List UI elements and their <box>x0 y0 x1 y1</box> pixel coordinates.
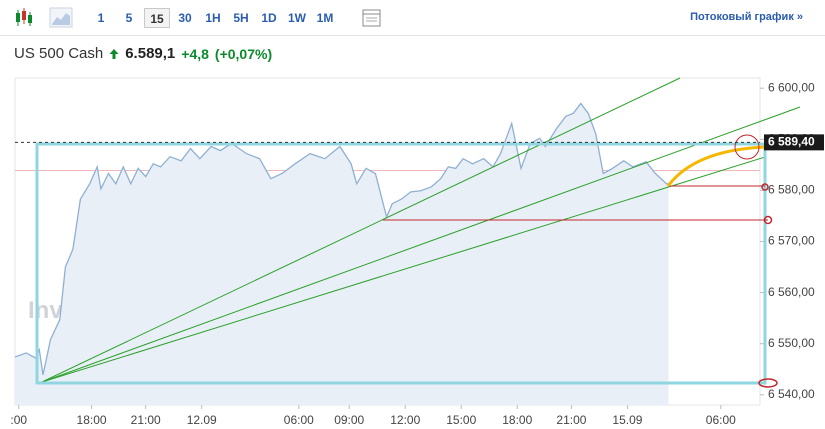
x-tick-label: :00 <box>10 413 27 427</box>
trend-line <box>41 106 801 383</box>
timeframe-button[interactable]: 30 <box>178 11 192 25</box>
timeframe-button[interactable]: 1D <box>261 11 277 25</box>
timeframe-button[interactable]: 1H <box>205 11 221 25</box>
x-tick-label: 12.09 <box>187 413 217 427</box>
highlight-circle <box>758 378 778 388</box>
price-line <box>14 102 669 376</box>
highlight-circle <box>734 134 760 160</box>
timeframe-button[interactable]: 5H <box>233 11 249 25</box>
x-tick-label: 09:00 <box>334 413 364 427</box>
timeframe-button[interactable]: 15 <box>144 8 170 28</box>
chart-type-icons <box>16 7 73 28</box>
timeframe-button[interactable]: 1 <box>97 11 105 25</box>
y-tick-label: 6 540,00 <box>768 387 815 401</box>
projection-curve <box>666 145 766 187</box>
current-price-tag <box>764 134 824 151</box>
x-tick-label: 18:00 <box>77 413 107 427</box>
change-pct: (+0,07%) <box>214 45 273 62</box>
x-tick-label: 15.09 <box>612 413 642 427</box>
x-tick-label: 12:00 <box>390 413 420 427</box>
x-tick-label: 15:00 <box>446 413 476 427</box>
x-tick-label: 06:00 <box>706 413 736 427</box>
x-tick-label: 06:00 <box>284 413 314 427</box>
settings-icon[interactable] <box>360 6 384 30</box>
area-icon[interactable] <box>49 7 73 28</box>
user-drawings <box>35 77 801 388</box>
quote-header: US 500 Cash 6.589,1 +4,8 (+0,07%) <box>14 45 272 62</box>
timeframe-button[interactable]: 1M <box>316 11 334 25</box>
toolbar: 1 5 15 30 1H 5H 1D 1W 1M Потоковый график » <box>0 0 825 36</box>
level-handle <box>763 215 773 225</box>
level-handle <box>761 183 769 191</box>
y-tick-label: 6 580,00 <box>768 183 815 197</box>
timeframe-button[interactable]: 5 <box>125 11 133 25</box>
y-tick-label: 6 570,00 <box>768 234 815 248</box>
stream-link[interactable]: Потоковый график » <box>690 11 803 23</box>
trend-line <box>41 156 766 383</box>
change: +4,8 <box>181 45 209 62</box>
x-tick-label: 21:00 <box>131 413 161 427</box>
current-price-label: 6 589,40 <box>768 135 815 149</box>
x-tick-label: 18:00 <box>502 413 532 427</box>
price: 6.589,1 <box>125 45 176 62</box>
symbol: US 500 Cash <box>14 45 104 62</box>
y-tick-label: 6 560,00 <box>768 285 815 299</box>
y-tick-label: 6 550,00 <box>768 336 815 350</box>
candle-icon[interactable] <box>16 8 32 26</box>
timeframe-button[interactable]: 1W <box>288 11 306 25</box>
up-arrow <box>109 48 119 59</box>
y-tick-label: 6 600,00 <box>768 80 815 94</box>
x-tick-label: 21:00 <box>556 413 586 427</box>
area-fill <box>15 103 669 405</box>
trend-line <box>41 77 681 383</box>
range-box <box>35 142 767 385</box>
timeframes: 1 5 15 30 1H 5H 1D 1W 1M <box>88 8 340 28</box>
